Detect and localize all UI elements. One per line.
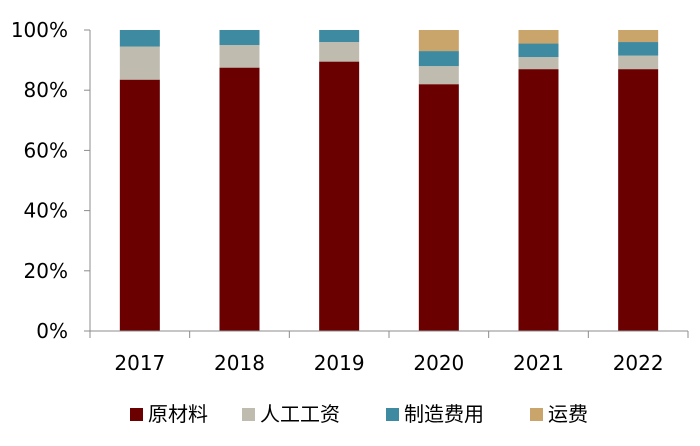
y-tick-label: 40% [24, 199, 68, 223]
x-axis: 2017 2018 2019 2020 2021 2022 [89, 330, 689, 375]
x-tick-label: 2022 [613, 351, 664, 375]
bar-segment-2017-0 [119, 79, 160, 331]
bar-segment-2022-2 [618, 42, 659, 56]
legend: 原材料 人工工资 制造费用 运费 [130, 402, 588, 426]
x-tick-label: 2020 [413, 351, 464, 375]
bar-segment-2017-1 [119, 46, 160, 80]
legend-label-3: 运费 [548, 402, 588, 426]
bar-segment-2020-0 [418, 84, 459, 332]
bar-segment-2021-0 [518, 69, 559, 331]
bar-segment-2018-2 [219, 30, 260, 46]
x-tick-label: 2017 [114, 351, 165, 375]
y-tick-label: 80% [24, 78, 68, 102]
bar-segment-2019-1 [319, 42, 360, 62]
legend-label-1: 人工工资 [260, 402, 340, 426]
y-tick-label: 100% [11, 18, 68, 42]
legend-label-0: 原材料 [148, 402, 208, 426]
bar-segment-2018-1 [219, 45, 260, 68]
bar-segment-2020-1 [418, 66, 459, 85]
bar-segment-2021-2 [518, 43, 559, 58]
y-tick-label: 20% [24, 259, 68, 283]
bar-segment-2021-3 [518, 30, 559, 44]
x-tick-label: 2021 [513, 351, 564, 375]
bar-segment-2022-0 [618, 69, 659, 331]
legend-swatch-3 [530, 408, 543, 421]
bar-segment-2017-2 [119, 30, 160, 47]
legend-label-2: 制造费用 [404, 402, 484, 426]
y-tick-label: 0% [36, 319, 68, 343]
bar-segment-2019-2 [319, 30, 360, 43]
bar-segment-2019-0 [319, 61, 360, 331]
bar-segment-2020-2 [418, 51, 459, 67]
legend-swatch-2 [386, 408, 399, 421]
legend-swatch-0 [130, 408, 143, 421]
bars [119, 30, 659, 332]
bar-segment-2018-0 [219, 67, 260, 331]
bar-segment-2022-1 [618, 55, 659, 70]
x-tick-label: 2019 [314, 351, 365, 375]
bar-segment-2021-1 [518, 57, 559, 70]
y-tick-label: 60% [24, 138, 68, 162]
legend-swatch-1 [242, 408, 255, 421]
bar-segment-2020-3 [418, 30, 459, 52]
bar-segment-2022-3 [618, 30, 659, 43]
y-axis: 0% 20% 40% 60% 80% 100% [11, 18, 91, 343]
x-tick-label: 2018 [214, 351, 265, 375]
